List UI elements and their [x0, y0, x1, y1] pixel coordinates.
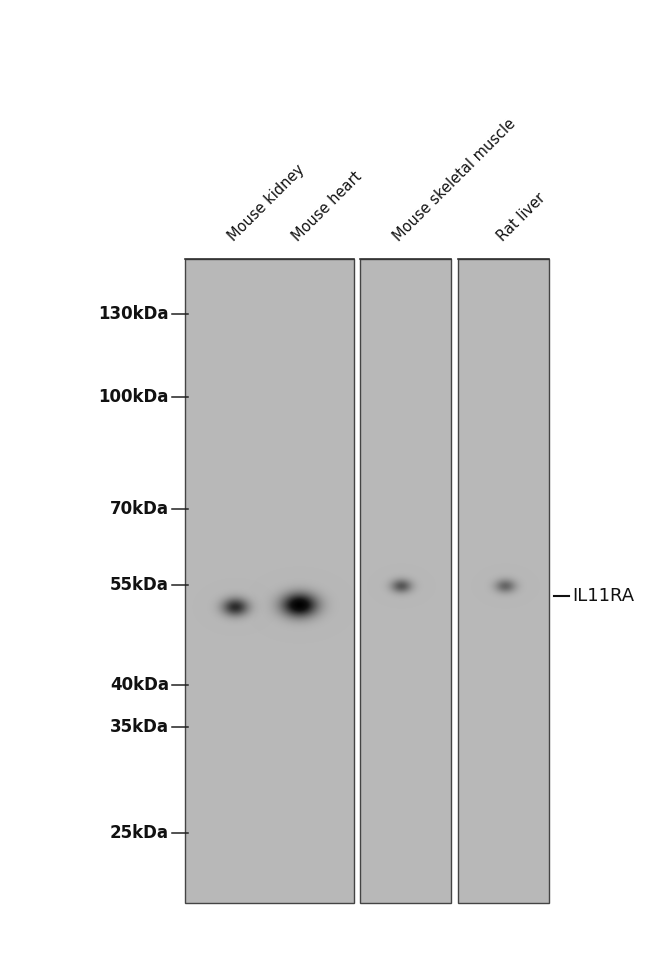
Text: 55kDa: 55kDa	[110, 576, 169, 593]
Text: 25kDa: 25kDa	[110, 824, 169, 841]
Text: Rat liver: Rat liver	[495, 190, 549, 244]
Bar	[185, 259, 354, 903]
Text: Mouse skeletal muscle: Mouse skeletal muscle	[391, 116, 519, 244]
Text: Mouse heart: Mouse heart	[289, 169, 364, 244]
Text: IL11RA: IL11RA	[572, 588, 634, 605]
Bar	[360, 259, 451, 903]
Text: 40kDa: 40kDa	[110, 675, 169, 694]
Text: 70kDa: 70kDa	[110, 500, 169, 517]
Bar	[458, 259, 549, 903]
Text: Mouse kidney: Mouse kidney	[225, 162, 307, 244]
Text: 130kDa: 130kDa	[99, 305, 169, 323]
Text: 100kDa: 100kDa	[99, 387, 169, 405]
Text: 35kDa: 35kDa	[110, 717, 169, 736]
